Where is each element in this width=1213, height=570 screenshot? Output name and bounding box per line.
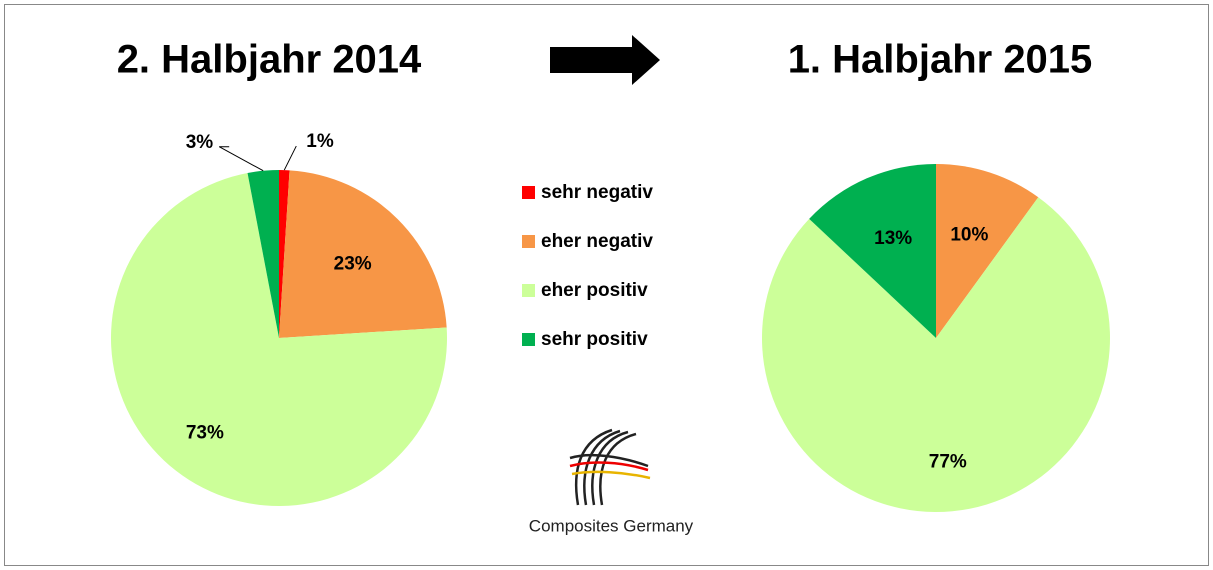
pie-slice [761,197,1110,512]
leader-line [218,146,264,172]
data-label: 23% [334,253,372,274]
pie-slice [936,164,1039,338]
logo-text: Composites Germany [529,516,694,535]
pie-slice [809,164,936,338]
legend-swatch [522,333,535,346]
pie-slice [279,170,290,338]
legend-label: eher positiv [541,280,648,301]
arrow [550,35,660,85]
legend-label: sehr positiv [541,329,648,350]
legend-swatch [522,235,535,248]
legend-label: sehr negativ [541,182,653,203]
data-label: 73% [186,423,224,444]
legend-swatch [522,186,535,199]
data-label: 13% [874,228,912,249]
chart-title: 1. Halbjahr 2015 [788,38,1093,82]
pie-slice [247,170,279,338]
leader-line [283,145,297,171]
legend-swatch [522,284,535,297]
data-label: 1% [306,131,334,152]
legend-label: eher negativ [541,231,653,252]
data-label: 3% [186,132,214,153]
data-label: 77% [929,452,967,473]
pie-slice [279,170,447,338]
data-label: 10% [950,224,988,245]
logo [569,428,651,506]
pie-slice [110,172,448,506]
chart-title: 2. Halbjahr 2014 [117,38,422,82]
